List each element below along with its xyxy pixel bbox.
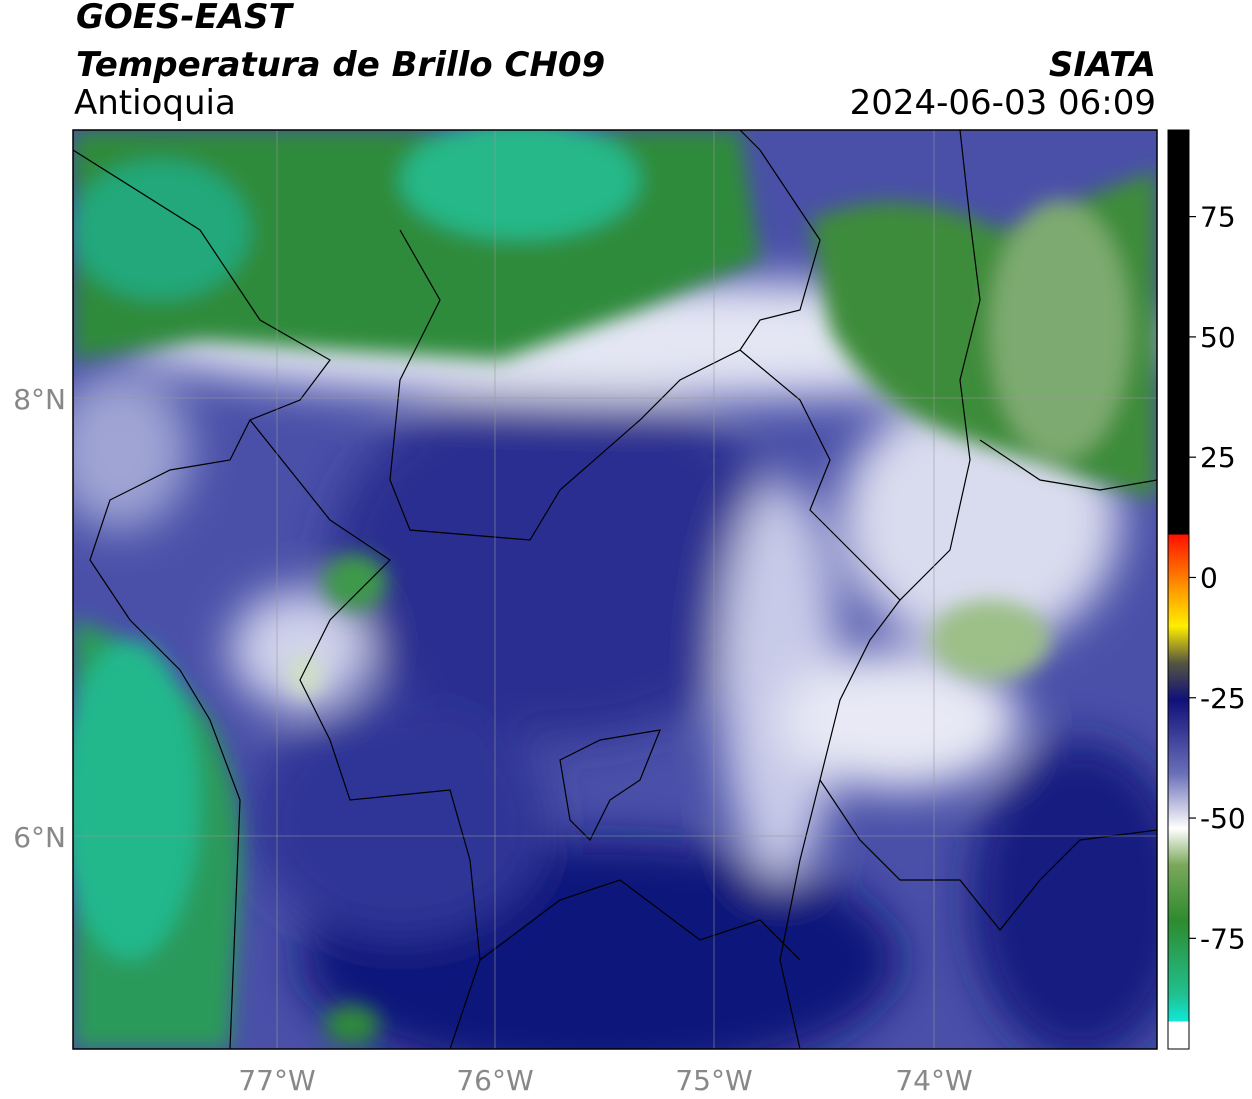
colorbar-tick-label: 75: [1200, 201, 1236, 234]
borders: [73, 130, 1157, 1049]
lat-label: 6°N: [13, 821, 66, 854]
lon-label: 75°W: [675, 1064, 752, 1097]
lon-label: 76°W: [456, 1064, 533, 1097]
lon-label: 77°W: [238, 1064, 315, 1097]
colorbar-tick-label: -50: [1200, 802, 1246, 835]
colorbar-tick-label: 50: [1200, 321, 1236, 354]
colorbar-tick-label: -25: [1200, 682, 1246, 715]
subtitle: Temperatura de Brillo CH09: [76, 45, 606, 85]
datetime: 2024-06-03 06:09: [849, 83, 1156, 123]
region: Antioquia: [74, 83, 236, 123]
map-frame: [72, 129, 1158, 1050]
lon-label: 74°W: [895, 1064, 972, 1097]
source: SIATA: [1048, 45, 1156, 85]
title: GOES-EAST: [76, 0, 292, 37]
imagery: [73, 130, 1157, 1049]
colorbar: [1167, 129, 1190, 1050]
lat-label: 8°N: [13, 383, 66, 416]
colorbar-tick-label: 25: [1200, 441, 1236, 474]
colorbar-tick-label: 0: [1200, 561, 1218, 594]
colorbar-tick-label: -75: [1200, 922, 1246, 955]
graticule: [73, 130, 1157, 1049]
